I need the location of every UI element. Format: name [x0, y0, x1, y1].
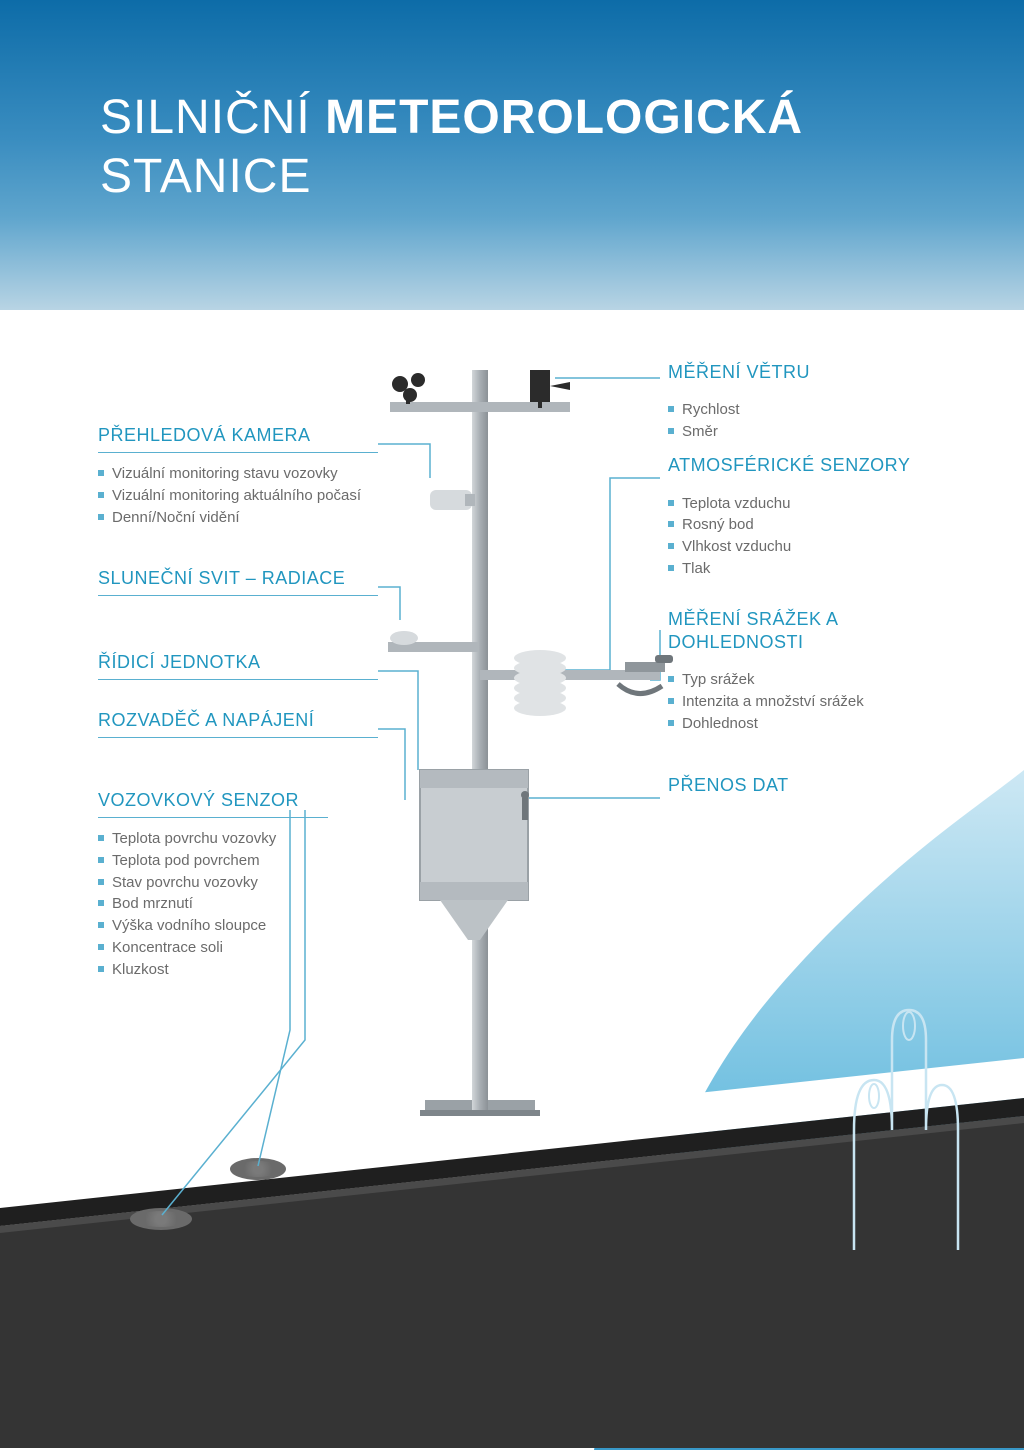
section-title: SLUNEČNÍ SVIT – RADIACE	[98, 568, 378, 596]
section-rozvadec: ROZVADĚČ A NAPÁJENÍ	[98, 710, 378, 748]
list-item: Kluzkost	[98, 959, 328, 981]
section-title: ŘÍDICÍ JEDNOTKA	[98, 652, 378, 680]
section-atmos: ATMOSFÉRICKÉ SENZORY Teplota vzduchu Ros…	[668, 454, 928, 580]
list-item: Rosný bod	[668, 514, 928, 536]
list-item: Dohlednost	[668, 713, 928, 735]
section-items: Rychlost Směr	[668, 399, 928, 443]
list-item: Denní/Noční vidění	[98, 507, 378, 529]
section-items: Teplota vzduchu Rosný bod Vlhkost vzduch…	[668, 493, 928, 580]
list-item: Výška vodního sloupce	[98, 915, 328, 937]
list-item: Tlak	[668, 558, 928, 580]
list-item: Typ srážek	[668, 669, 928, 691]
section-items: Teplota povrchu vozovky Teplota pod povr…	[98, 828, 328, 980]
list-item: Koncentrace soli	[98, 937, 328, 959]
list-item: Vizuální monitoring stavu vozovky	[98, 463, 378, 485]
section-prenos: PŘENOS DAT	[668, 775, 928, 812]
list-item: Bod mrznutí	[98, 893, 328, 915]
section-items: Vizuální monitoring stavu vozovky Vizuál…	[98, 463, 378, 528]
title-bold: METEOROLOGICKÁ	[325, 91, 803, 144]
list-item: Teplota povrchu vozovky	[98, 828, 328, 850]
list-item: Intenzita a množství srážek	[668, 691, 928, 713]
section-srazky: MĚŘENÍ SRÁŽEK A DOHLEDNOSTI Typ srážek I…	[668, 608, 928, 734]
list-item: Teplota vzduchu	[668, 493, 928, 515]
section-title: MĚŘENÍ VĚTRU	[668, 362, 928, 389]
list-item: Směr	[668, 421, 928, 443]
section-vitr: MĚŘENÍ VĚTRU Rychlost Směr	[668, 362, 928, 443]
section-title: ATMOSFÉRICKÉ SENZORY	[668, 454, 928, 483]
section-title: MĚŘENÍ SRÁŽEK A DOHLEDNOSTI	[668, 608, 928, 659]
list-item: Teplota pod povrchem	[98, 850, 328, 872]
list-item: Vlhkost vzduchu	[668, 536, 928, 558]
title-line-1: SILNIČNÍ METEOROLOGICKÁ	[100, 90, 1024, 145]
title-line-2: STANICE	[100, 149, 1024, 204]
weather-station-illustration	[380, 340, 680, 1130]
content-area: PŘEHLEDOVÁ KAMERA Vizuální monitoring st…	[0, 310, 1024, 1448]
section-title: VOZOVKOVÝ SENZOR	[98, 790, 328, 818]
section-items: Typ srážek Intenzita a množství srážek D…	[668, 669, 928, 734]
list-item: Stav povrchu vozovky	[98, 872, 328, 894]
section-vozovkovy: VOZOVKOVÝ SENZOR Teplota povrchu vozovky…	[98, 790, 328, 980]
section-ridici: ŘÍDICÍ JEDNOTKA	[98, 652, 378, 690]
header-banner: SILNIČNÍ METEOROLOGICKÁ STANICE	[0, 0, 1024, 310]
section-title: PŘEHLEDOVÁ KAMERA	[98, 425, 378, 453]
section-title: PŘENOS DAT	[668, 775, 928, 802]
list-item: Vizuální monitoring aktuálního počasí	[98, 485, 378, 507]
section-title: ROZVADĚČ A NAPÁJENÍ	[98, 710, 378, 738]
title-light: SILNIČNÍ	[100, 91, 311, 144]
section-kamera: PŘEHLEDOVÁ KAMERA Vizuální monitoring st…	[98, 425, 378, 528]
list-item: Rychlost	[668, 399, 928, 421]
section-svit: SLUNEČNÍ SVIT – RADIACE	[98, 568, 378, 606]
